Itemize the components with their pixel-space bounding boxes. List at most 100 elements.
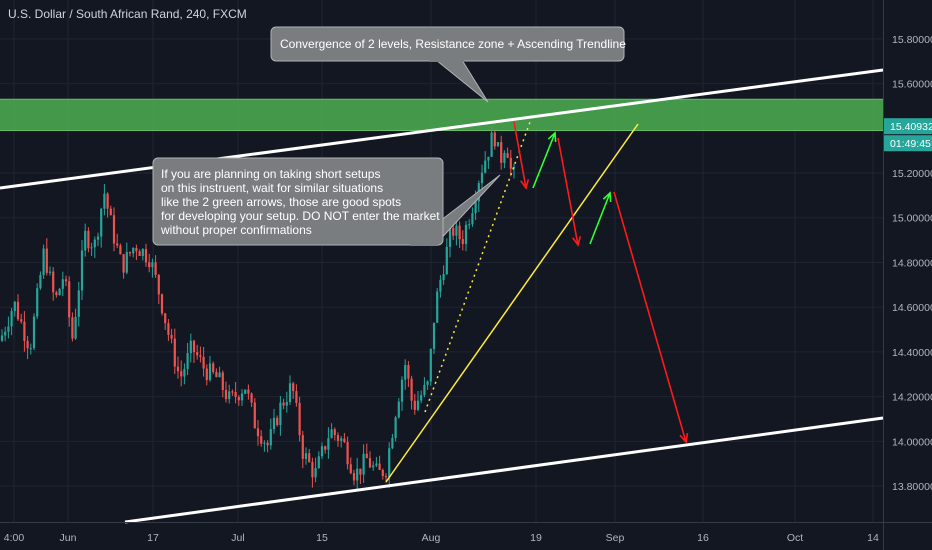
candle-body (269, 429, 272, 446)
candle-body (372, 465, 375, 468)
candle-body (29, 348, 32, 350)
candle-body (157, 274, 160, 295)
candle-body (343, 438, 346, 443)
candle-body (237, 396, 240, 401)
candle-body (356, 468, 359, 481)
candle-body (429, 348, 432, 382)
candle-body (0, 335, 4, 341)
candle-body (365, 453, 368, 459)
callout-box (152, 157, 444, 246)
candle-body (340, 438, 343, 441)
candle-body (381, 469, 384, 477)
candle-body (420, 395, 423, 401)
candles (0, 125, 516, 491)
candle-body (125, 252, 128, 273)
candle-body (87, 230, 90, 249)
callout-short-setups-line: for developing your setup. DO NOT enter … (161, 209, 440, 223)
candle-body (202, 356, 205, 369)
candle-body (231, 391, 234, 393)
price-tick-label: 15.60000 (892, 79, 932, 91)
candle-body (407, 365, 410, 379)
red-arrow-1 (513, 121, 530, 190)
time-axis[interactable]: 4:00 Jun 17 Jul 15 Aug 19 Sep 16 Oct 14 (0, 522, 932, 545)
symbol-title: U.S. Dollar / South African Rand, 240, F… (8, 7, 247, 21)
candle-body (151, 262, 154, 268)
time-tick-label: Oct (787, 532, 803, 544)
price-tick-label: 13.80000 (892, 481, 932, 493)
price-tick-label: 15.20000 (892, 168, 932, 180)
candle-body (160, 294, 164, 314)
price-tick-label: 15.00000 (892, 213, 932, 225)
candle-body (282, 402, 285, 406)
candle-body (48, 271, 52, 273)
candle-body (103, 193, 106, 209)
candle-body (452, 227, 455, 236)
arrow-head (520, 179, 530, 190)
candle-body (240, 393, 244, 401)
time-tick-label: Aug (422, 532, 441, 544)
candle-body (176, 366, 180, 372)
candle-body (260, 436, 263, 444)
callout-joint (410, 242, 438, 246)
countdown-tag (884, 135, 932, 152)
candle-body (314, 468, 317, 478)
resistance-zone (0, 99, 883, 131)
candle-body (212, 363, 215, 372)
arrow-shaft (613, 191, 687, 443)
candle-body (205, 368, 208, 381)
candle-body (391, 437, 394, 449)
candle-body (189, 340, 192, 354)
candle-body (132, 247, 135, 254)
candle-body (10, 311, 13, 327)
ascending-trendline-upper (0, 68, 884, 190)
candle-body (276, 417, 279, 426)
candle-body (426, 381, 429, 385)
candle-body (4, 331, 7, 336)
candle-body (445, 246, 448, 275)
candle-body (493, 132, 496, 147)
candle-body (192, 340, 196, 353)
candle-body (384, 476, 388, 478)
candle-body (55, 292, 58, 296)
candle-body (141, 249, 144, 257)
candle-body (397, 401, 400, 418)
candle-body (180, 371, 183, 377)
candle-body (26, 340, 29, 349)
candle-body (349, 464, 352, 474)
candle-body (100, 208, 103, 237)
candle-body (295, 391, 298, 404)
current-price-tag (884, 118, 932, 135)
candle-body (52, 271, 55, 293)
candle-body (218, 372, 221, 378)
candle-body (352, 473, 356, 481)
candle-body (74, 316, 77, 339)
candle-body (439, 280, 442, 292)
arrow-shaft (589, 192, 611, 245)
candle-body (298, 403, 301, 436)
candle-body (256, 428, 260, 437)
price-tick-label: 14.60000 (892, 302, 932, 314)
candle-body (458, 225, 461, 240)
candle-body (320, 446, 324, 457)
candle-body (311, 461, 314, 478)
candle-body (327, 438, 330, 450)
candle-body (359, 468, 362, 475)
candle-body (279, 402, 282, 426)
time-tick-label: Jun (60, 532, 77, 544)
time-tick-label: 16 (697, 532, 709, 544)
candle-body (378, 463, 381, 470)
candle-body (442, 274, 445, 281)
candle-body (509, 157, 512, 169)
candle-body (464, 224, 468, 245)
price-axis[interactable]: 15.8000015.6000015.4000015.2000015.00000… (883, 0, 932, 550)
candle-body (164, 313, 167, 324)
time-tick-label: 15 (316, 532, 328, 544)
candle-body (45, 248, 48, 273)
candle-body (84, 230, 87, 251)
time-tick-label: 19 (530, 532, 542, 544)
arrow-head (602, 191, 612, 203)
candle-body (288, 383, 292, 403)
candle-body (474, 201, 477, 214)
